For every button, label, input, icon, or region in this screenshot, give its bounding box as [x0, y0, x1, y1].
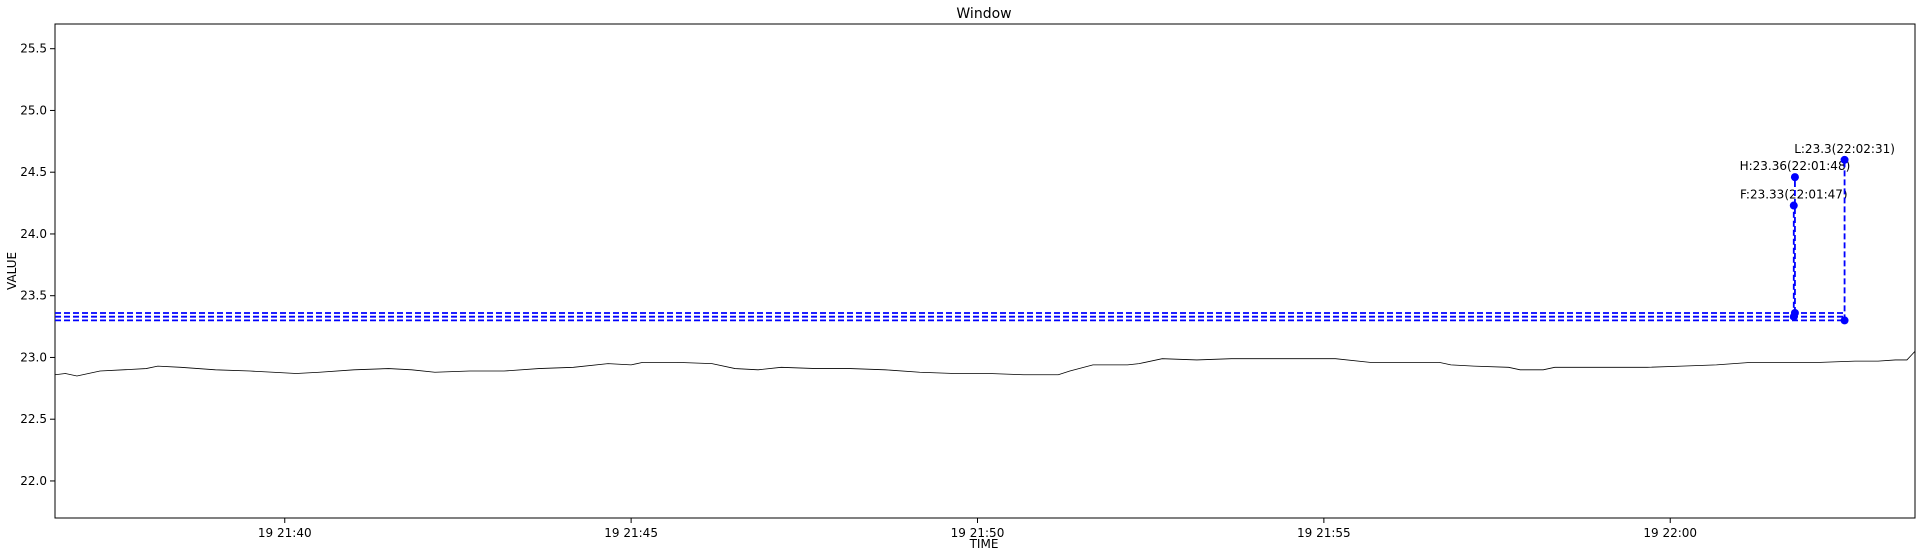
- marker-point: [1789, 201, 1798, 210]
- y-tick-label: 25.0: [20, 103, 47, 117]
- marker-base-point: [1840, 316, 1849, 325]
- x-tick-label: 19 21:50: [951, 526, 1005, 540]
- plot-area: [55, 350, 1915, 377]
- y-tick-label: 24.5: [20, 165, 47, 179]
- marker-label: F:23.33(22:01:47): [1740, 188, 1848, 202]
- chart-title: Window: [956, 6, 1011, 22]
- marker-label: H:23.36(22:01:48): [1740, 159, 1851, 173]
- y-tick-label: 23.0: [20, 350, 47, 364]
- marker-base-point: [1790, 308, 1799, 317]
- marker-point: [1840, 155, 1849, 164]
- x-tick-label: 19 21:55: [1297, 526, 1351, 540]
- y-tick-label: 22.5: [20, 412, 47, 426]
- marker-label: L:23.3(22:02:31): [1794, 142, 1895, 156]
- series-line: [55, 350, 1915, 377]
- y-tick-label: 23.5: [20, 289, 47, 303]
- x-tick-label: 19 22:00: [1643, 526, 1697, 540]
- x-tick-label: 19 21:40: [258, 526, 312, 540]
- annotations: F:23.33(22:01:47) H:23.36(22:01:48) L:23.3…: [55, 142, 1895, 325]
- x-tick-label: 19 21:45: [604, 526, 658, 540]
- y-tick-label: 25.5: [20, 42, 47, 56]
- y-tick-label: 22.0: [20, 474, 47, 488]
- y-axis: 22.0 22.5 23.0 23.5 24.0 24.5 25.0 25.5: [20, 42, 55, 488]
- marker-point: [1790, 173, 1799, 182]
- plot-frame: [54, 23, 1916, 519]
- x-axis-label: TIME: [969, 537, 999, 551]
- y-axis-label: VALUE: [5, 252, 19, 290]
- y-tick-label: 24.0: [20, 227, 47, 241]
- x-axis: 19 21:40 19 21:45 19 21:50 19 21:55 19 22:00: [258, 518, 1697, 540]
